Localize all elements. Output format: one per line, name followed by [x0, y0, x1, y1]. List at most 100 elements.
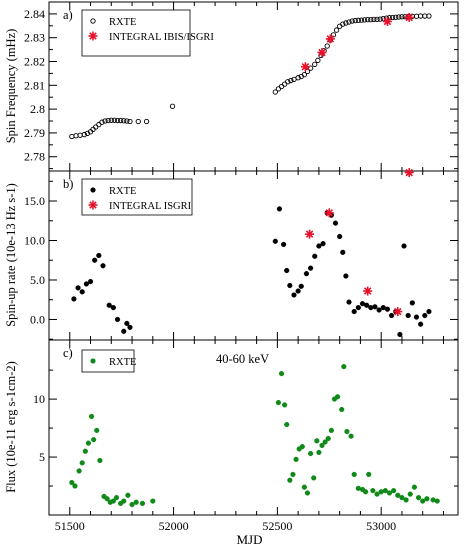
data-point	[370, 488, 376, 494]
data-point	[418, 321, 424, 327]
panel-annotation: 40-60 keV	[216, 352, 269, 366]
panel-1: 2.78 2.79 2.8 2.81 2.82 2.83 2.84 Spin Frequenc…	[4, 1, 459, 172]
data-point	[97, 457, 103, 464]
data-point	[344, 428, 350, 435]
data-point	[341, 364, 347, 370]
panel-tag: c)	[63, 346, 73, 360]
data-point	[272, 89, 278, 95]
data-point	[169, 103, 176, 109]
data-point	[340, 21, 346, 27]
data-point	[316, 449, 322, 456]
data-point	[79, 289, 85, 295]
data-point	[72, 483, 78, 489]
y-tick-label: 5.0	[30, 273, 45, 287]
data-point	[343, 20, 349, 26]
y-tick-label: 2.79	[24, 126, 45, 140]
data-point	[374, 491, 380, 497]
legend-label: RXTE	[109, 17, 136, 28]
data-point	[295, 288, 301, 294]
legend-label: INTEGRAL ISGRI	[109, 201, 192, 212]
data-point	[325, 435, 331, 442]
data-point	[346, 19, 352, 25]
legend-marker	[90, 187, 96, 193]
data-point	[348, 433, 354, 439]
data-point	[399, 495, 405, 501]
data-point	[129, 501, 135, 508]
data-point	[150, 498, 156, 504]
data-point	[287, 477, 293, 483]
data-point	[396, 14, 402, 20]
legend-marker	[88, 31, 98, 41]
data-point	[91, 437, 97, 443]
data-point	[324, 208, 334, 218]
data-point	[393, 307, 403, 317]
data-point	[349, 18, 355, 24]
data-point	[328, 427, 334, 433]
data-point	[117, 117, 124, 124]
data-point	[337, 23, 343, 29]
legend: RXTE INTEGRAL ISGRI	[81, 178, 193, 216]
data-point	[79, 460, 85, 466]
data-point	[365, 16, 371, 23]
data-point	[124, 320, 130, 327]
data-point	[374, 16, 380, 23]
data-point	[293, 456, 299, 462]
data-point	[371, 16, 377, 23]
data-point	[85, 440, 92, 446]
data-point	[284, 267, 290, 274]
data-point	[426, 308, 432, 315]
data-point	[301, 484, 307, 490]
data-point	[73, 133, 79, 139]
legend-box	[81, 349, 135, 373]
legend: RXTE	[81, 349, 136, 373]
data-point	[314, 438, 320, 444]
data-point	[312, 61, 318, 68]
data-point	[393, 14, 399, 20]
series-1	[69, 13, 432, 140]
data-point	[403, 497, 409, 503]
data-point	[272, 238, 278, 244]
data-point	[404, 168, 414, 178]
data-point	[407, 491, 413, 497]
data-point	[113, 495, 120, 501]
data-point	[127, 324, 133, 330]
data-point	[422, 312, 428, 319]
data-point	[305, 229, 315, 239]
panel-tag: a)	[63, 8, 73, 22]
data-point	[409, 300, 415, 306]
y-tick-label: 2.82	[24, 55, 45, 69]
y-axis-label: Spin Frequency (mHz)	[4, 29, 18, 144]
data-point	[287, 282, 293, 289]
legend-marker	[90, 358, 96, 364]
data-point	[351, 471, 357, 478]
data-point	[324, 43, 330, 49]
data-point	[399, 14, 405, 20]
data-point	[363, 286, 373, 296]
data-point	[96, 252, 102, 259]
data-point	[346, 299, 352, 305]
data-point	[139, 500, 146, 507]
data-point	[339, 406, 345, 413]
data-point	[340, 249, 346, 255]
data-point	[355, 305, 361, 311]
data-point	[100, 263, 106, 269]
data-point	[121, 328, 127, 334]
y-tick-label: 2.81	[24, 78, 45, 92]
data-point	[285, 79, 291, 85]
data-point	[333, 27, 340, 33]
data-point	[124, 118, 130, 124]
data-point	[102, 118, 108, 124]
data-point	[415, 495, 422, 501]
data-point	[395, 492, 401, 498]
data-point	[282, 402, 288, 408]
data-point	[275, 399, 282, 406]
series-1	[69, 364, 440, 508]
data-point	[332, 220, 339, 226]
data-point	[75, 285, 81, 291]
data-point	[391, 488, 397, 494]
data-point	[303, 271, 310, 277]
data-point	[397, 331, 403, 338]
y-tick-label: 15.0	[24, 194, 45, 208]
data-point	[276, 206, 283, 212]
legend-box	[81, 178, 193, 216]
